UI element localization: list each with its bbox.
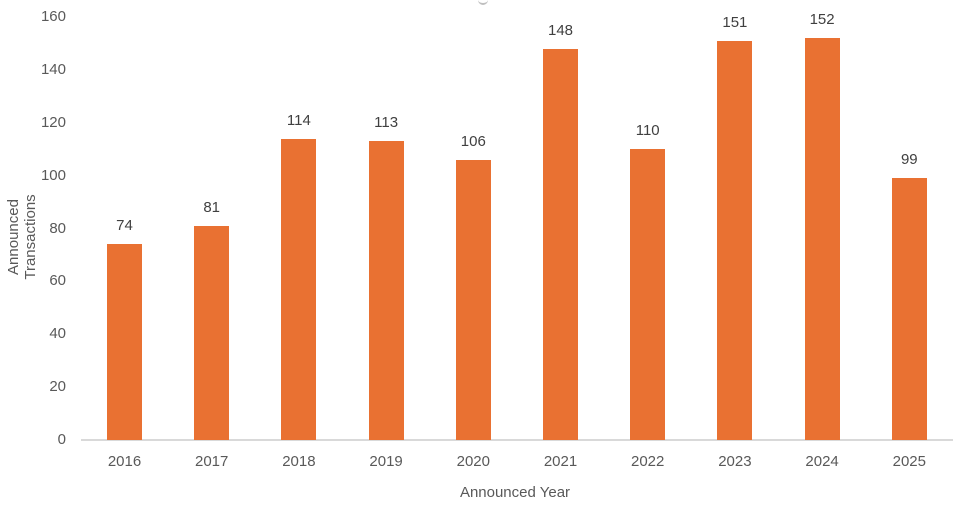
data-label: 110 <box>635 122 660 140</box>
data-label: 74 <box>116 217 133 235</box>
y-tick-label: 40 <box>49 325 66 343</box>
bar-2022 <box>630 149 666 440</box>
bar-2024 <box>804 38 840 440</box>
x-tick-label: 2022 <box>631 453 665 470</box>
x-tick-label: 2023 <box>718 453 752 470</box>
x-tick-label: 2020 <box>456 453 490 470</box>
bar-2017 <box>194 225 230 440</box>
data-label: 148 <box>547 21 574 39</box>
data-label: 99 <box>900 151 918 169</box>
x-axis-line <box>81 439 953 441</box>
bar-2021 <box>543 48 578 440</box>
data-label: 152 <box>809 11 835 29</box>
y-tick-label: 120 <box>40 113 66 131</box>
data-label: 113 <box>374 114 399 132</box>
bar-2019 <box>368 141 404 440</box>
y-tick-label: 140 <box>40 60 66 78</box>
x-tick-label: 2024 <box>805 453 839 470</box>
x-tick-label: 2025 <box>892 453 926 470</box>
y-axis-label: Announced Transactions <box>5 194 39 280</box>
x-tick-label: 2021 <box>543 453 578 470</box>
data-label: 81 <box>203 198 221 216</box>
bar-2018 <box>281 138 317 440</box>
data-label: 151 <box>722 13 748 31</box>
data-label: 114 <box>286 111 311 129</box>
x-tick-label: 2016 <box>107 453 142 470</box>
x-axis-label: Announced Year <box>459 484 571 501</box>
x-tick-label: 2017 <box>195 453 229 470</box>
x-tick-label: 2019 <box>369 453 403 470</box>
data-label: 106 <box>460 132 486 150</box>
y-tick-label: 60 <box>49 272 66 290</box>
bar-2023 <box>717 40 753 440</box>
bar-2020 <box>455 159 491 440</box>
y-tick-label: 160 <box>40 8 66 25</box>
bar-2025 <box>891 178 927 440</box>
x-tick-label: 2018 <box>282 453 316 470</box>
y-tick-label: 20 <box>49 378 66 396</box>
y-tick-label: 0 <box>57 431 66 448</box>
y-tick-label: 100 <box>40 166 66 184</box>
y-tick-label: 80 <box>49 219 66 237</box>
bar-2016 <box>107 244 142 440</box>
chart-title-fragment <box>478 0 488 5</box>
